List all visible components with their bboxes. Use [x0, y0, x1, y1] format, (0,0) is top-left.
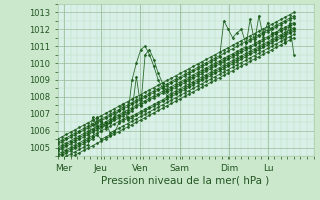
X-axis label: Pression niveau de la mer( hPa ): Pression niveau de la mer( hPa ) [101, 175, 270, 185]
